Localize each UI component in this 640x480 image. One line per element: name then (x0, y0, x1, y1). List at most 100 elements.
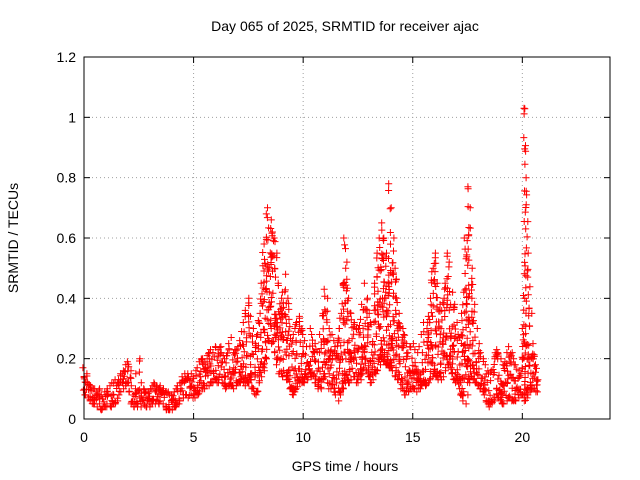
data-point (431, 254, 439, 262)
data-point (486, 391, 494, 399)
data-point (268, 298, 275, 306)
y-tick-label: 0.2 (57, 351, 77, 367)
data-point (390, 330, 398, 338)
data-point (422, 365, 429, 373)
data-point (287, 340, 295, 348)
data-point (365, 373, 373, 381)
data-point (278, 319, 286, 327)
data-point (520, 390, 528, 398)
data-point (505, 392, 513, 400)
data-point (344, 371, 352, 379)
data-point (232, 358, 240, 366)
data-point (276, 346, 284, 354)
data-point (289, 331, 297, 338)
data-point (243, 378, 251, 386)
y-tick-label: 0.6 (57, 230, 77, 246)
data-point (126, 373, 134, 381)
data-point (516, 372, 524, 380)
data-point (450, 341, 458, 349)
data-point (323, 316, 331, 324)
data-point (333, 368, 341, 376)
data-point (533, 388, 541, 396)
data-point (245, 311, 252, 319)
y-tick-label: 1.2 (57, 49, 77, 65)
data-point (420, 328, 428, 336)
data-point (253, 355, 261, 363)
data-point (395, 371, 403, 379)
data-point (276, 300, 284, 308)
data-point (257, 368, 265, 376)
data-point (409, 340, 417, 348)
data-point (462, 300, 470, 307)
data-point (365, 362, 373, 370)
data-point (432, 327, 440, 335)
data-point (521, 250, 529, 258)
data-point (337, 350, 345, 358)
data-point (506, 358, 514, 366)
data-point (185, 392, 193, 399)
data-point (267, 216, 275, 224)
data-point (431, 276, 438, 284)
data-point (257, 279, 265, 287)
data-point (385, 283, 393, 291)
data-point (319, 312, 326, 320)
data-point (374, 311, 382, 319)
data-point (209, 349, 217, 357)
data-point (426, 319, 434, 327)
data-point (532, 368, 539, 376)
data-point (389, 259, 397, 267)
data-point (358, 354, 366, 362)
data-point (476, 353, 484, 361)
data-point (374, 310, 382, 318)
data-point (297, 367, 305, 375)
data-point (464, 363, 472, 371)
data-point (437, 325, 445, 333)
data-point (124, 378, 132, 386)
data-point (271, 348, 279, 356)
data-point (348, 335, 356, 343)
data-point (497, 377, 505, 385)
data-point (262, 353, 270, 361)
data-point (522, 142, 529, 150)
data-point (435, 307, 443, 315)
data-point (370, 341, 378, 349)
data-point (246, 312, 254, 320)
data-point (391, 264, 399, 272)
data-point (367, 368, 375, 376)
data-point (342, 245, 349, 253)
data-point (475, 340, 483, 348)
data-point (197, 355, 205, 363)
data-point (193, 364, 201, 372)
data-point (364, 339, 372, 347)
data-point (371, 283, 378, 291)
data-point (296, 338, 304, 346)
data-point (520, 134, 528, 142)
data-point (212, 366, 220, 374)
data-point (521, 378, 529, 385)
data-point (137, 379, 145, 387)
data-point (351, 353, 359, 361)
data-point (443, 252, 451, 260)
data-point (264, 236, 272, 244)
data-point (451, 325, 459, 333)
data-point (511, 361, 519, 369)
data-point (380, 299, 388, 307)
data-point (354, 379, 362, 387)
data-point (432, 294, 440, 301)
data-point (278, 304, 286, 312)
data-point (463, 237, 471, 245)
x-tick-label: 5 (190, 429, 198, 445)
data-point (468, 281, 476, 288)
data-point (317, 345, 325, 352)
data-point (443, 275, 451, 283)
data-point (522, 330, 530, 338)
data-point (511, 397, 519, 404)
data-point (353, 359, 360, 367)
data-point (481, 373, 489, 381)
data-point (458, 317, 466, 325)
data-point (310, 356, 318, 364)
data-point (497, 355, 505, 363)
data-point (286, 323, 294, 331)
data-point (530, 352, 538, 360)
x-tick-label: 10 (295, 429, 311, 445)
